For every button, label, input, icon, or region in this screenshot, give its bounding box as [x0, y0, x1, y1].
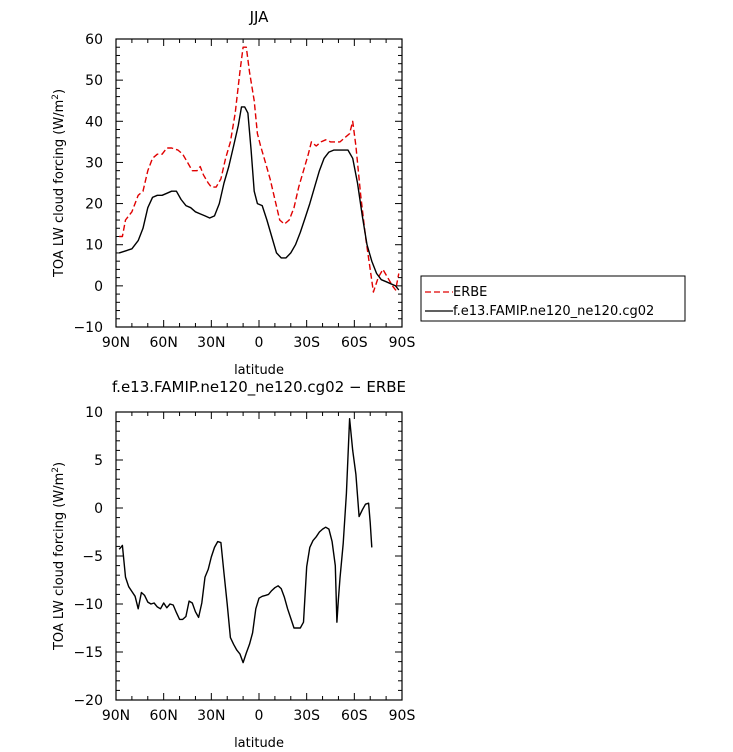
bottom-series-difference: [118, 418, 373, 664]
top-series-model: [118, 106, 400, 291]
bottom-x-tick-label: 60S: [341, 708, 368, 724]
bottom-y-tick-label: 0: [94, 501, 103, 517]
legend-label-erbe: ERBE: [453, 285, 487, 300]
bottom-y-tick-label: 5: [94, 453, 103, 469]
legend-label-model: f.e13.FAMIP.ne120_ne120.cg02: [453, 304, 654, 319]
bottom-x-tick-label: 60N: [150, 708, 178, 724]
top-y-tick-label: 30: [85, 155, 103, 171]
top-y-tick-label: 10: [85, 238, 103, 254]
bottom-x-tick-label: 0: [255, 708, 264, 724]
top-x-tick-label: 60N: [150, 335, 178, 351]
top-y-tick-label: 50: [85, 73, 103, 89]
bottom-y-tick-label: 10: [85, 405, 103, 421]
top-x-tick-label: 30S: [293, 335, 320, 351]
bottom-x-tick-label: 90S: [389, 708, 416, 724]
top-chart-title: JJA: [249, 8, 270, 26]
top-y-tick-label: 0: [94, 279, 103, 295]
top-x-tick-label: 90S: [389, 335, 416, 351]
top-x-axis-title: latitude: [234, 363, 284, 378]
top-x-tick-label: 0: [255, 335, 264, 351]
top-x-tick-label: 30N: [197, 335, 225, 351]
bottom-x-tick-label: 90N: [102, 708, 130, 724]
bottom-y-axis-title: TOA LW cloud forcing (W/m2): [51, 462, 67, 651]
top-y-tick-label: 20: [85, 197, 103, 213]
top-y-axis-title: TOA LW cloud forcing (W/m2): [51, 89, 67, 278]
bottom-x-tick-label: 30S: [293, 708, 320, 724]
top-x-tick-label: 60S: [341, 335, 368, 351]
bottom-x-tick-label: 30N: [197, 708, 225, 724]
top-x-tick-label: 90N: [102, 335, 130, 351]
bottom-panel: f.e13.FAMIP.ne120_ne120.cg02 − ERBE 90N 6…: [51, 378, 415, 751]
bottom-plot-frame: [115, 411, 403, 701]
bottom-x-axis-title: latitude: [234, 736, 284, 751]
top-panel: JJA 90N 60N 30N 0 30S 60S 90S−100102030405060 …: [51, 8, 686, 378]
bottom-y-tick-label: −5: [82, 549, 103, 565]
legend-box: [420, 275, 686, 322]
top-y-tick-label: 60: [85, 32, 103, 48]
top-series-erbe: [119, 46, 400, 293]
top-y-tick-label: −10: [73, 320, 103, 336]
legend: ERBE f.e13.FAMIP.ne120_ne120.cg02: [420, 275, 686, 322]
bottom-y-tick-label: −10: [73, 597, 103, 613]
top-plot-frame: [115, 38, 403, 328]
bottom-chart-title: f.e13.FAMIP.ne120_ne120.cg02 − ERBE: [112, 378, 406, 397]
top-y-tick-label: 40: [85, 114, 103, 130]
bottom-y-tick-label: −20: [73, 693, 103, 709]
bottom-y-tick-label: −15: [73, 645, 103, 661]
